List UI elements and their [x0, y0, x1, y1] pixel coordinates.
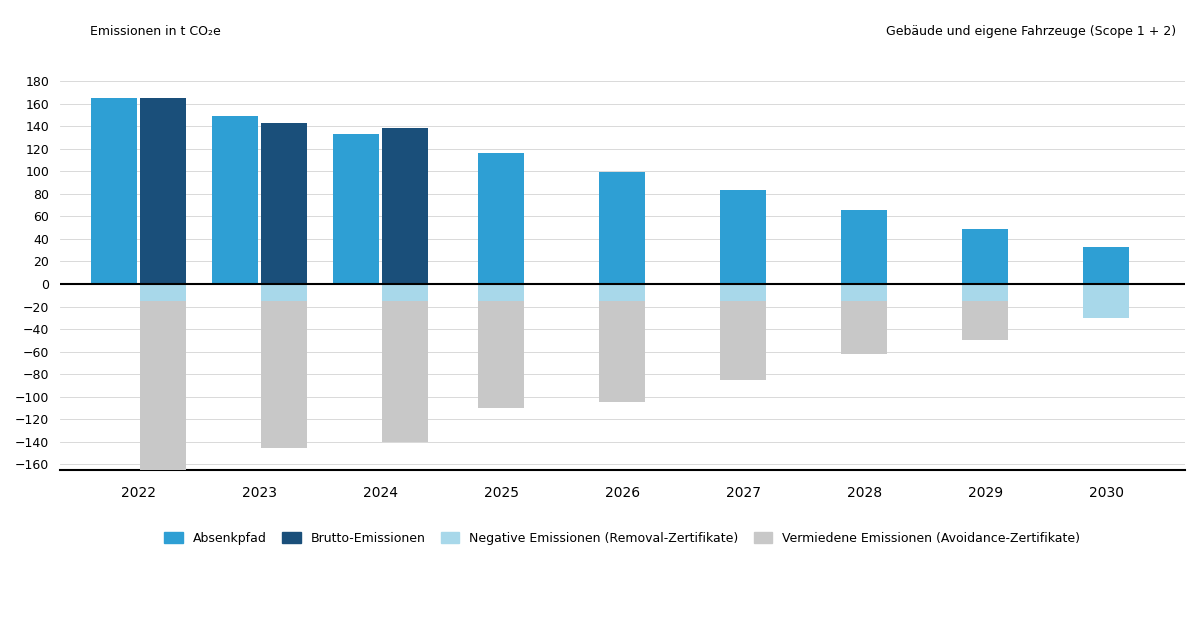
Bar	[91, 98, 137, 284]
Bar	[139, 98, 186, 284]
Bar	[260, 301, 307, 448]
Text: Emissionen in t CO₂e: Emissionen in t CO₂e	[90, 25, 221, 38]
Bar	[479, 153, 524, 284]
Bar	[1084, 284, 1129, 318]
Bar	[841, 284, 887, 301]
Bar	[720, 190, 767, 284]
Bar	[1084, 247, 1129, 284]
Bar	[212, 116, 258, 284]
Bar	[479, 284, 524, 301]
Legend: Absenkpfad, Brutto-Emissionen, Negative Emissionen (Removal-Zertifikate), Vermie: Absenkpfad, Brutto-Emissionen, Negative …	[164, 531, 1080, 544]
Bar	[139, 301, 186, 470]
Bar	[260, 123, 307, 284]
Bar	[962, 301, 1008, 340]
Bar	[962, 284, 1008, 301]
Bar	[600, 284, 646, 301]
Bar	[600, 301, 646, 402]
Bar	[382, 284, 427, 301]
Bar	[720, 284, 767, 301]
Bar	[841, 301, 887, 354]
Bar	[334, 134, 379, 284]
Bar	[382, 301, 427, 442]
Bar	[139, 284, 186, 301]
Bar	[720, 301, 767, 380]
Bar	[479, 301, 524, 408]
Bar	[260, 284, 307, 301]
Text: Gebäude und eigene Fahrzeuge (Scope 1 + 2): Gebäude und eigene Fahrzeuge (Scope 1 + …	[886, 25, 1176, 38]
Bar	[600, 172, 646, 284]
Bar	[841, 210, 887, 284]
Bar	[962, 229, 1008, 284]
Bar	[382, 128, 427, 284]
